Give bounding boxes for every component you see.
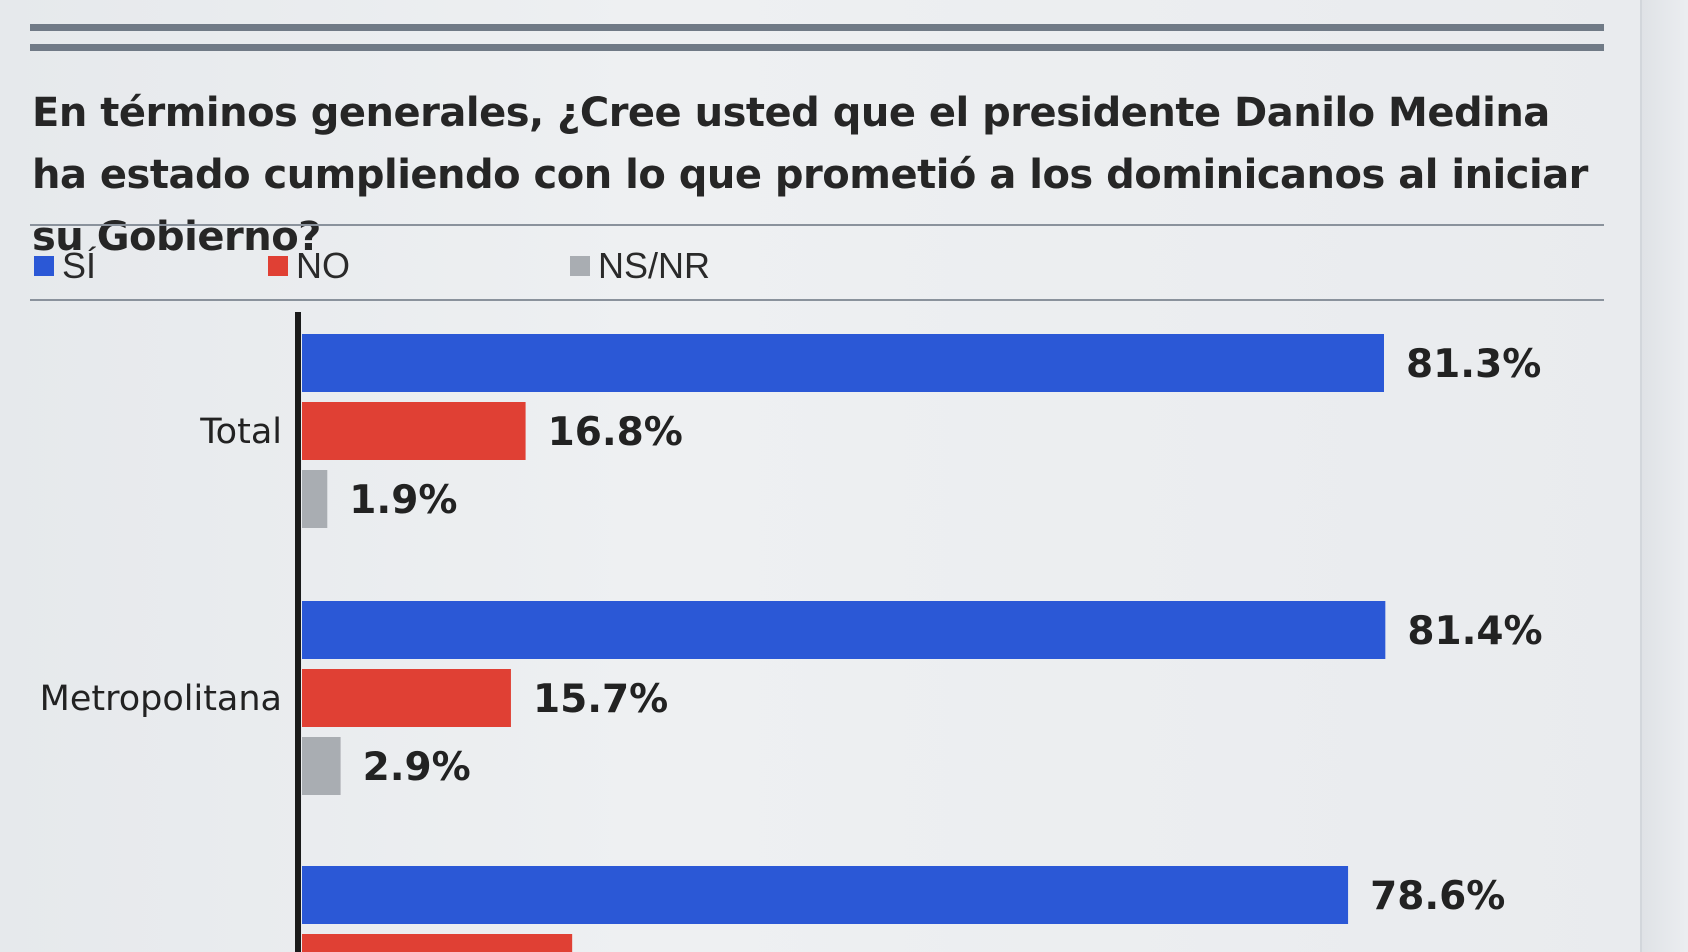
data-label: 81.4% (1407, 609, 1542, 654)
data-label: 81.3% (1406, 342, 1541, 387)
top-rule (30, 24, 1604, 31)
bar-s-group2 (302, 866, 1349, 924)
bar-nsnr-metropolitana (302, 737, 341, 795)
legend-swatch-si (34, 256, 54, 276)
legend-swatch-no (268, 256, 288, 276)
legend-top-rule (30, 224, 1604, 226)
chart-title: En términos generales, ¿Cree usted que e… (32, 90, 1588, 260)
page-edge (1640, 0, 1688, 952)
data-label: 1.9% (349, 478, 457, 523)
bar-no-metropolitana (302, 669, 511, 727)
data-label: 78.6% (1370, 874, 1505, 919)
legend-item-si: SÍ (34, 238, 96, 294)
legend-item-no: NO (268, 238, 350, 294)
bar-s-total (302, 334, 1384, 392)
bar-s-metropolitana (302, 601, 1386, 659)
legend-item-nsnr: NS/NR (570, 238, 710, 294)
legend-label-no: NO (296, 245, 350, 286)
bar-nsnr-total (302, 470, 328, 528)
newspaper-background (0, 0, 1640, 952)
data-label: 2.9% (363, 745, 471, 790)
category-label: Metropolitana (40, 679, 282, 719)
data-label: 15.7% (533, 677, 668, 722)
legend-bottom-rule (30, 299, 1604, 301)
legend-label-si: SÍ (62, 245, 97, 286)
top-rule-secondary (30, 44, 1604, 51)
bar-no-total (302, 402, 526, 460)
legend-swatch-nsnr (570, 256, 590, 276)
data-label: 16.8% (548, 410, 683, 455)
chart-legend: SÍ NO NS/NR (30, 238, 1604, 294)
bar-no-group2 (302, 934, 573, 952)
category-label: Total (199, 412, 282, 452)
legend-label-nsnr: NS/NR (598, 245, 711, 286)
